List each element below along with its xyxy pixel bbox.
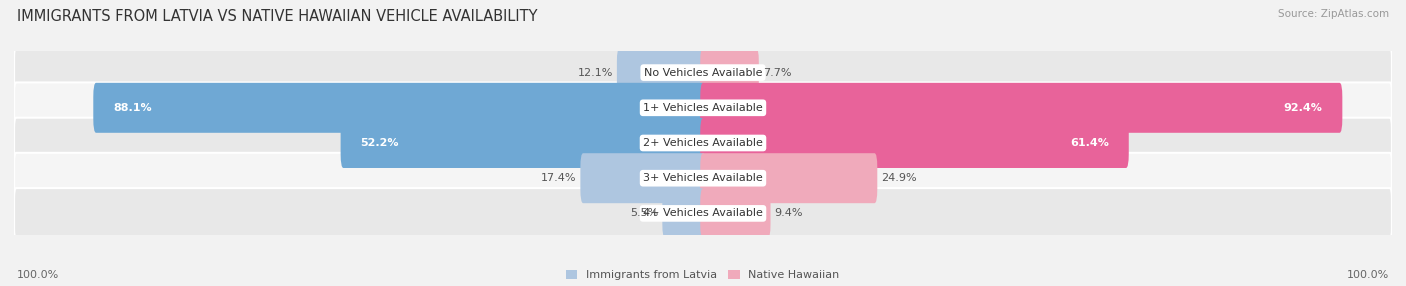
FancyBboxPatch shape	[93, 83, 706, 133]
Text: 3+ Vehicles Available: 3+ Vehicles Available	[643, 173, 763, 183]
Text: IMMIGRANTS FROM LATVIA VS NATIVE HAWAIIAN VEHICLE AVAILABILITY: IMMIGRANTS FROM LATVIA VS NATIVE HAWAIIA…	[17, 9, 537, 23]
Legend: Immigrants from Latvia, Native Hawaiian: Immigrants from Latvia, Native Hawaiian	[567, 270, 839, 280]
Text: 52.2%: 52.2%	[360, 138, 399, 148]
FancyBboxPatch shape	[340, 118, 706, 168]
Text: 24.9%: 24.9%	[882, 173, 917, 183]
FancyBboxPatch shape	[581, 153, 706, 203]
FancyBboxPatch shape	[700, 47, 759, 98]
Text: 5.5%: 5.5%	[630, 208, 658, 219]
Text: 100.0%: 100.0%	[1347, 270, 1389, 280]
Text: 4+ Vehicles Available: 4+ Vehicles Available	[643, 208, 763, 219]
FancyBboxPatch shape	[662, 188, 706, 239]
FancyBboxPatch shape	[14, 153, 1392, 204]
Text: 7.7%: 7.7%	[763, 67, 792, 78]
FancyBboxPatch shape	[700, 153, 877, 203]
Text: 92.4%: 92.4%	[1284, 103, 1323, 113]
Text: 1+ Vehicles Available: 1+ Vehicles Available	[643, 103, 763, 113]
FancyBboxPatch shape	[700, 118, 1129, 168]
FancyBboxPatch shape	[14, 118, 1392, 168]
FancyBboxPatch shape	[14, 82, 1392, 133]
Text: 9.4%: 9.4%	[775, 208, 803, 219]
Text: 2+ Vehicles Available: 2+ Vehicles Available	[643, 138, 763, 148]
FancyBboxPatch shape	[700, 83, 1343, 133]
Text: 17.4%: 17.4%	[541, 173, 576, 183]
FancyBboxPatch shape	[617, 47, 706, 98]
Text: 100.0%: 100.0%	[17, 270, 59, 280]
Text: 61.4%: 61.4%	[1070, 138, 1109, 148]
Text: 12.1%: 12.1%	[578, 67, 613, 78]
Text: No Vehicles Available: No Vehicles Available	[644, 67, 762, 78]
Text: 88.1%: 88.1%	[114, 103, 152, 113]
FancyBboxPatch shape	[14, 188, 1392, 239]
FancyBboxPatch shape	[700, 188, 770, 239]
FancyBboxPatch shape	[14, 47, 1392, 98]
Text: Source: ZipAtlas.com: Source: ZipAtlas.com	[1278, 9, 1389, 19]
